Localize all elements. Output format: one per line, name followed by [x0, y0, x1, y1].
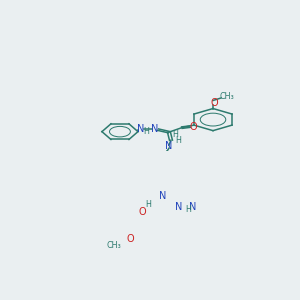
Text: H: H [175, 136, 181, 145]
Text: O: O [126, 234, 134, 244]
Text: O: O [210, 98, 218, 107]
Text: H: H [143, 127, 149, 136]
Text: N: N [159, 191, 167, 201]
Text: CH₃: CH₃ [220, 92, 234, 101]
Text: H: H [185, 205, 191, 214]
Text: O: O [138, 207, 146, 217]
Text: N: N [165, 141, 172, 151]
Text: N: N [137, 124, 145, 134]
Text: O: O [189, 122, 197, 132]
Text: CH₃: CH₃ [106, 241, 121, 250]
Text: N: N [189, 202, 197, 212]
Text: H: H [145, 200, 151, 208]
Text: H: H [172, 130, 178, 139]
Text: N: N [151, 124, 159, 134]
Text: N: N [175, 202, 183, 212]
